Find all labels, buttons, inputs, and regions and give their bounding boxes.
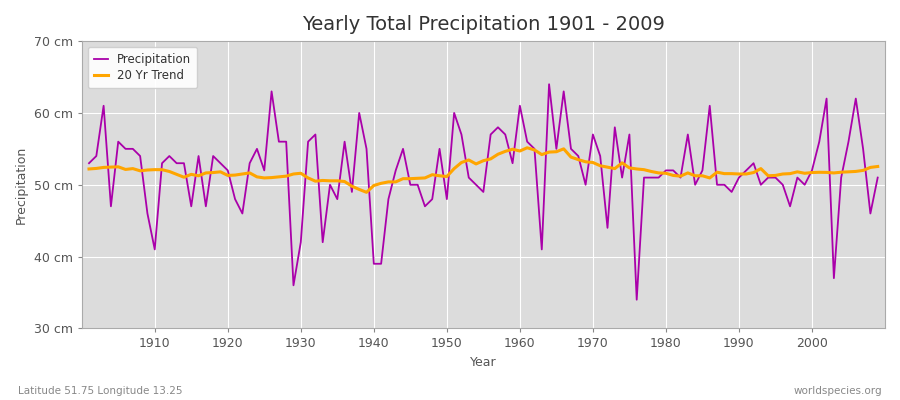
Precipitation <box>346 190 357 194</box>
Precipitation <box>515 103 526 108</box>
Text: worldspecies.org: worldspecies.org <box>794 386 882 396</box>
20 Yr Trend <box>515 149 526 154</box>
Line: 20 Yr Trend: 20 Yr Trend <box>89 148 878 192</box>
Precipitation <box>142 211 153 216</box>
Precipitation <box>302 139 313 144</box>
Precipitation <box>544 82 554 87</box>
20 Yr Trend <box>872 164 883 169</box>
Line: Precipitation: Precipitation <box>89 84 878 300</box>
Precipitation <box>508 161 518 166</box>
Precipitation <box>609 125 620 130</box>
20 Yr Trend <box>522 145 533 150</box>
Precipitation <box>872 175 883 180</box>
20 Yr Trend <box>616 160 627 165</box>
Precipitation <box>631 297 642 302</box>
20 Yr Trend <box>142 168 153 172</box>
X-axis label: Year: Year <box>470 356 497 369</box>
Legend: Precipitation, 20 Yr Trend: Precipitation, 20 Yr Trend <box>87 47 197 88</box>
20 Yr Trend <box>302 176 313 180</box>
20 Yr Trend <box>361 190 372 195</box>
20 Yr Trend <box>529 148 540 152</box>
20 Yr Trend <box>84 166 94 171</box>
Title: Yearly Total Precipitation 1901 - 2009: Yearly Total Precipitation 1901 - 2009 <box>302 15 665 34</box>
Y-axis label: Precipitation: Precipitation <box>15 146 28 224</box>
Precipitation <box>84 161 94 166</box>
Text: Latitude 51.75 Longitude 13.25: Latitude 51.75 Longitude 13.25 <box>18 386 183 396</box>
20 Yr Trend <box>346 184 357 189</box>
